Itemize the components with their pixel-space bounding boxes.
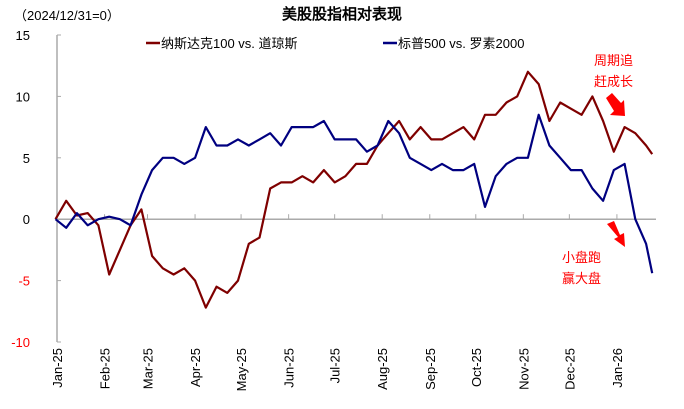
legend-label: 纳斯达克100 vs. 道琼斯	[161, 36, 298, 51]
x-tick-label: May-25	[234, 348, 249, 391]
annotation-text: 赶成长	[594, 74, 633, 89]
x-tick-label: Apr-25	[188, 348, 203, 387]
y-tick-label: 5	[23, 151, 30, 166]
x-tick-label: Jan-26	[610, 348, 625, 388]
x-tick-label: Jan-25	[50, 348, 65, 388]
x-tick-label: Nov-25	[516, 348, 531, 390]
arrow-down-icon	[607, 221, 625, 247]
x-tick-label: Oct-25	[469, 348, 484, 387]
chart-title: 美股股指相对表现	[282, 5, 402, 23]
annotation-text: 赢大盘	[562, 271, 601, 286]
annotation-text: 周期追	[594, 53, 633, 68]
x-tick-label: Mar-25	[141, 348, 156, 389]
chart-subtitle: （2024/12/31=0）	[14, 8, 120, 23]
y-tick-label: -10	[11, 335, 30, 350]
y-tick-label: 10	[16, 89, 30, 104]
y-tick-label: -5	[18, 274, 30, 289]
series-line-sp500-vs-russell	[54, 113, 654, 274]
y-tick-label: 0	[23, 212, 30, 227]
x-tick-label: Sep-25	[423, 348, 438, 390]
series-line-nasdaq-vs-dow	[54, 70, 654, 309]
x-tick-label: Jul-25	[328, 348, 343, 383]
x-tick-label: Aug-25	[375, 348, 390, 390]
x-tick-label: Jun-25	[282, 348, 297, 388]
x-tick-label: Feb-25	[98, 348, 113, 389]
legend: 纳斯达克100 vs. 道琼斯 标普500 vs. 罗素2000	[146, 36, 524, 51]
axes: 15 10 5 0 -5 -10 Jan-25 Feb-25 Mar-25 Apr-25 May-2…	[11, 28, 656, 391]
legend-label: 标普500 vs. 罗素2000	[398, 36, 524, 51]
y-tick-label: 15	[16, 28, 30, 43]
arrow-down-right-icon	[606, 93, 625, 116]
series-lines	[54, 70, 654, 309]
x-tick-label: Dec-25	[562, 348, 577, 390]
annotation-text: 小盘跑	[562, 250, 601, 265]
